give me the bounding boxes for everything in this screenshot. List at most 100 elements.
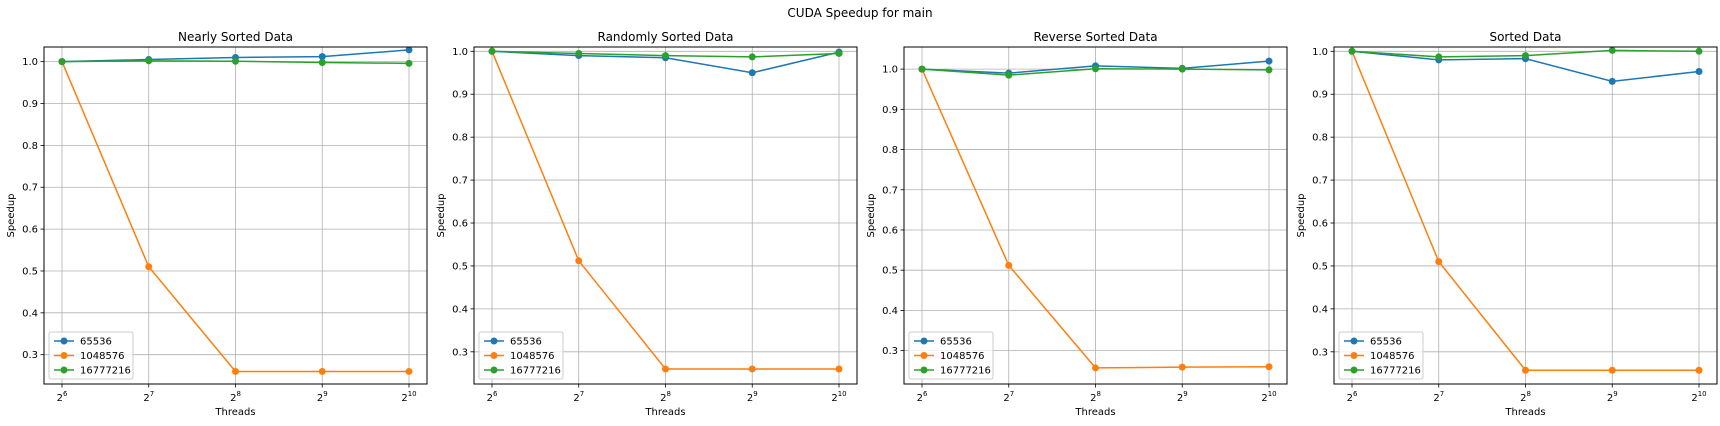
x-tick-label: 29 [1607,390,1618,404]
legend-label-65536: 65536 [80,337,112,348]
data-point-1048576 [1435,258,1443,266]
y-tick-label: 0.7 [452,176,468,187]
legend-marker-65536 [920,337,928,345]
x-tick-label: 26 [1347,390,1358,404]
x-tick-label: 210 [1261,390,1276,404]
legend-label-1048576: 1048576 [940,351,985,362]
data-point-1048576 [232,367,239,375]
y-tick-label: 0.3 [22,350,38,361]
data-point-65536 [405,46,413,54]
legend-marker-1048576 [920,352,928,359]
y-tick-label: 0.7 [882,185,898,196]
x-tick-label: 26 [487,390,498,404]
y-tick-label: 1.0 [1312,47,1328,58]
data-point-16777216 [918,65,926,73]
data-point-1048576 [1522,366,1529,374]
legend-label-16777216: 16777216 [510,366,561,377]
y-axis-label: Speedup [866,193,877,237]
x-tick-label: 210 [1691,390,1706,404]
chart-panel-1: 0.3 0.4 0.5 0.6 0.7 0.8 0.9 1.0 26 27 28 29 210 Nearl… [6,30,428,418]
legend-label-16777216: 16777216 [940,366,991,377]
y-tick-label: 0.9 [452,90,468,101]
y-tick-label: 0.5 [22,266,38,277]
data-point-16777216 [145,57,153,65]
x-tick-label: 27 [143,390,154,404]
x-axis-label: Threads [1074,407,1115,418]
data-point-16777216 [1522,52,1529,60]
y-tick-label: 0.7 [22,183,38,194]
legend-label-1048576: 1048576 [510,351,555,362]
data-point-16777216 [1265,66,1273,74]
data-point-1048576 [318,367,326,375]
legend-label-65536: 65536 [1370,337,1402,348]
data-point-16777216 [1005,71,1013,79]
data-point-1048576 [405,367,413,375]
chart-title: Nearly Sorted Data [178,30,293,44]
legend-marker-1048576 [490,352,498,359]
y-tick-label: 0.9 [22,99,38,110]
y-tick-label: 0.3 [1312,347,1328,358]
x-tick-label: 28 [660,390,671,404]
y-tick-label: 0.3 [452,347,468,358]
data-point-65536 [1608,77,1616,85]
data-point-1048576 [835,365,843,373]
y-tick-label: 0.4 [22,308,38,319]
y-tick-label: 0.6 [22,225,38,236]
x-axis-label: Threads [214,407,255,418]
y-tick-label: 0.6 [1312,219,1328,230]
chart-panel-3: 0.3 0.4 0.5 0.6 0.7 0.8 0.9 1.0 26 27 28 29 210 Rever… [866,30,1288,418]
y-tick-label: 0.5 [452,261,468,272]
data-point-1048576 [145,263,153,271]
legend-label-16777216: 16777216 [1370,366,1421,377]
y-tick-label: 0.9 [882,105,898,116]
x-tick-label: 27 [1003,390,1014,404]
data-point-1048576 [1092,364,1099,372]
legend-label-16777216: 16777216 [80,366,131,377]
data-point-16777216 [1092,65,1099,73]
legend: 65536 1048576 16777216 [48,331,134,380]
data-point-16777216 [575,49,583,57]
legend-marker-16777216 [920,366,928,374]
chart-title: Sorted Data [1489,30,1561,44]
data-point-1048576 [1005,261,1013,269]
axes-frame [473,46,858,385]
x-tick-label: 26 [917,390,928,404]
y-tick-label: 0.3 [882,346,898,357]
chart-panel-2: 0.3 0.4 0.5 0.6 0.7 0.8 0.9 1.0 26 27 28 29 210 Rando… [436,30,858,418]
legend-marker-1048576 [60,352,68,359]
legend-box [478,331,564,380]
legend-box [908,331,994,380]
legend-marker-16777216 [1350,366,1358,374]
data-point-16777216 [835,49,843,57]
x-tick-label: 27 [1433,390,1444,404]
chart-title: Reverse Sorted Data [1033,30,1157,44]
y-tick-label: 0.4 [882,306,898,317]
data-point-65536 [1695,67,1703,75]
y-tick-label: 0.8 [452,133,468,144]
legend-marker-16777216 [490,366,498,374]
axes-frame [1333,46,1718,385]
y-tick-label: 0.4 [1312,304,1328,315]
y-tick-label: 1.0 [22,57,38,68]
y-tick-label: 0.5 [1312,261,1328,272]
legend: 65536 1048576 16777216 [478,331,564,380]
x-tick-label: 28 [230,390,241,404]
chart-panel-4: 0.3 0.4 0.5 0.6 0.7 0.8 0.9 1.0 26 27 28 29 210 Sorte… [1296,30,1718,418]
x-tick-label: 210 [831,390,846,404]
x-tick-label: 28 [1090,390,1101,404]
axes-frame [43,46,428,385]
data-point-65536 [318,53,326,61]
data-point-65536 [748,69,756,77]
data-point-65536 [1265,57,1273,65]
x-tick-label: 210 [401,390,416,404]
data-point-1048576 [1695,366,1703,374]
data-point-1048576 [575,257,583,265]
legend: 65536 1048576 16777216 [908,331,994,380]
y-tick-label: 0.8 [882,145,898,156]
data-point-1048576 [1265,363,1273,371]
x-tick-label: 28 [1520,390,1531,404]
y-axis-label: Speedup [1296,193,1307,237]
legend-marker-65536 [1350,337,1358,345]
legend-box [1338,331,1424,380]
